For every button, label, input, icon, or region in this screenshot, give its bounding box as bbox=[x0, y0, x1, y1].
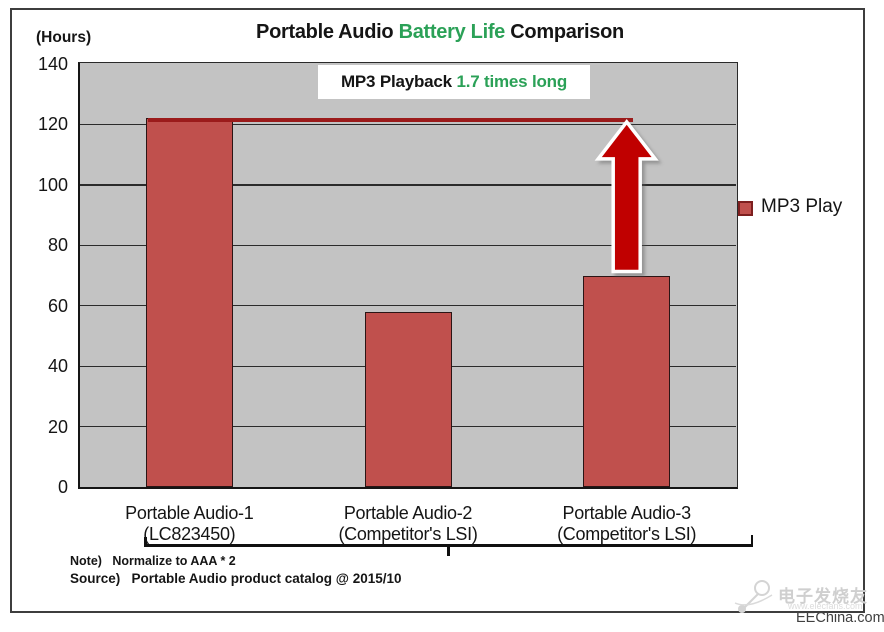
y-axis-tick-label: 100 bbox=[37, 174, 68, 195]
category-line2: (Competitor's LSI) bbox=[338, 524, 478, 544]
watermark-site-text: EEChina.com bbox=[796, 610, 884, 626]
bracket-right-hook bbox=[750, 535, 753, 546]
note-text: Note) Normalize to AAA * 2 bbox=[70, 554, 236, 568]
title-post: Comparison bbox=[505, 21, 624, 43]
x-category-label-3: Portable Audio-3 (Competitor's LSI) bbox=[517, 503, 737, 545]
watermark-url-text: www.elecfans.com bbox=[788, 601, 863, 611]
source-text: Source) Portable Audio product catalog @… bbox=[70, 571, 402, 586]
title-pre: Portable Audio bbox=[256, 21, 399, 43]
bracket-line bbox=[144, 544, 753, 547]
y-axis-tick-label: 60 bbox=[47, 295, 68, 316]
gridline-120 bbox=[80, 123, 736, 126]
legend-label: MP3 Play bbox=[761, 196, 843, 217]
watermark: 电子发烧友 www.elecfans.com EEChina.com bbox=[734, 576, 884, 632]
category-line1: Portable Audio-1 bbox=[125, 503, 254, 523]
bracket-center-tick bbox=[447, 546, 450, 556]
y-axis-tick-label: 120 bbox=[37, 114, 68, 135]
chart-title: Portable Audio Battery Life Comparison bbox=[120, 21, 760, 44]
y-axis-tick-label: 140 bbox=[37, 54, 68, 74]
gridline-60 bbox=[80, 305, 736, 307]
annotation-box: MP3 Playback 1.7 times long bbox=[318, 65, 590, 99]
annotation-pre: MP3 Playback bbox=[340, 72, 457, 91]
x-category-label-1: Portable Audio-1 (LC823450) bbox=[79, 503, 299, 545]
x-category-label-2: Portable Audio-2 (Competitor's LSI) bbox=[298, 503, 518, 545]
annotation-highlight: 1.7 times long bbox=[456, 72, 568, 91]
y-axis-tick-label: 20 bbox=[47, 416, 68, 437]
category-line1: Portable Audio-3 bbox=[562, 503, 692, 523]
title-highlight: Battery Life bbox=[398, 21, 506, 43]
gridline-80 bbox=[80, 244, 736, 246]
watermark-brand-text: 电子发烧友 bbox=[778, 587, 868, 606]
bar-portable-audio-1 bbox=[145, 118, 233, 487]
elecfans-logo-icon bbox=[734, 580, 773, 613]
y-axis-tick-label: 0 bbox=[57, 477, 68, 497]
reference-line bbox=[147, 118, 633, 122]
bracket-left-hook bbox=[144, 537, 147, 546]
y-axis-tick-label: 80 bbox=[47, 235, 68, 256]
y-axis-tick-label: 40 bbox=[47, 356, 68, 377]
category-line1: Portable Audio-2 bbox=[343, 503, 473, 523]
category-line2: (LC823450) bbox=[143, 524, 236, 544]
bar-portable-audio-2 bbox=[364, 311, 452, 487]
gridline-100 bbox=[80, 184, 736, 186]
y-axis-unit-label: (Hours) bbox=[36, 29, 92, 46]
legend-swatch bbox=[738, 201, 753, 216]
bar-portable-audio-3 bbox=[583, 275, 671, 487]
category-line2: (Competitor's LSI) bbox=[557, 524, 697, 544]
